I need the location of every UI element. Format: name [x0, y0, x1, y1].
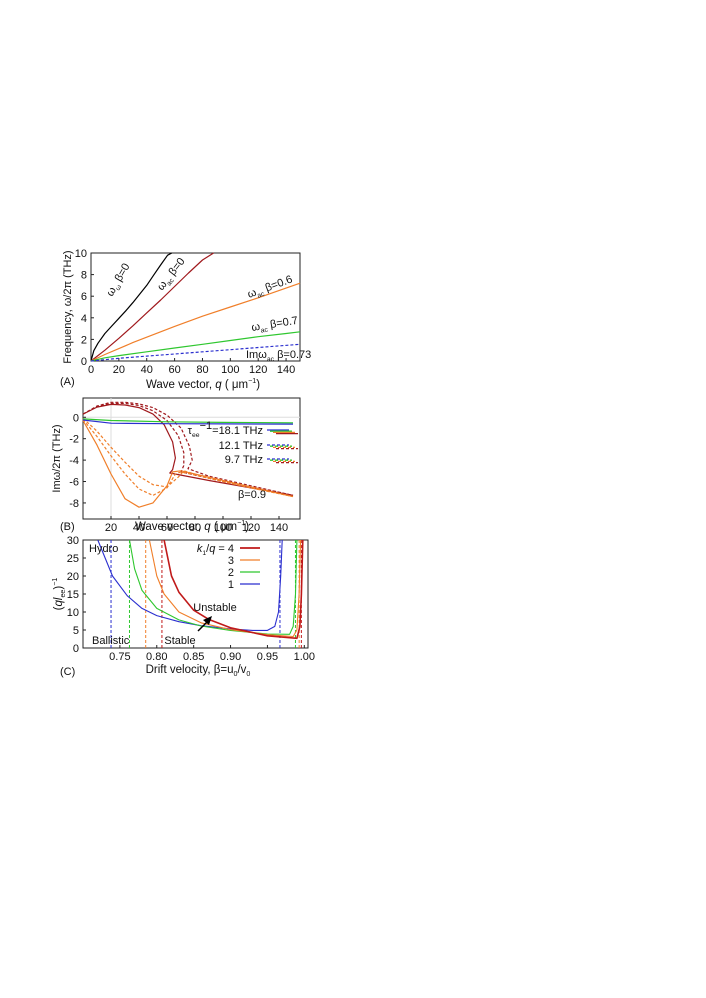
x-tick-label: 0.75: [109, 651, 130, 663]
legend-label: 3: [228, 555, 234, 567]
panel-b-frame: [82, 397, 301, 520]
y-tick-label: 0: [73, 643, 79, 655]
y-tick-label: -8: [69, 498, 79, 510]
x-tick-label: 40: [133, 522, 145, 534]
series-line-0: [82, 403, 294, 496]
series-line-4: [90, 343, 301, 362]
curve-label: ωω β=0: [104, 261, 134, 299]
y-tick-label: 0: [81, 356, 87, 368]
series-line-3: [148, 540, 302, 638]
x-tick-label: 1.00: [294, 651, 315, 663]
x-axis-label: Drift velocity, β=u0/v0: [146, 664, 251, 678]
series-line-7: [82, 419, 294, 425]
series-line-2: [90, 282, 301, 362]
series-line-4: [82, 419, 294, 498]
y-axis-label: (qlee)−1: [51, 578, 67, 611]
series-line-5: [82, 417, 294, 498]
x-tick-label: 100: [214, 522, 232, 534]
series-line-1: [90, 252, 214, 362]
x-tick-label: 0: [88, 364, 94, 376]
legend-label: 1: [228, 579, 234, 591]
series-line-4: [163, 540, 304, 640]
series-line-1: [97, 540, 283, 631]
legend-label: 9.7 THz: [225, 454, 263, 466]
x-tick-label: 0.85: [183, 651, 204, 663]
y-tick-label: 10: [67, 607, 79, 619]
arrow-head: [203, 616, 212, 625]
legend-label: 2: [228, 567, 234, 579]
hydro-label: Hydro: [89, 543, 118, 555]
y-axis-label: Imω/2π (THz): [51, 424, 63, 492]
y-tick-label: -2: [69, 434, 79, 446]
legend-label: τee−1=18.1 THz: [188, 420, 263, 439]
curve-label: Imωac β=0.73: [246, 349, 311, 363]
y-tick-label: 15: [67, 589, 79, 601]
series-line-3: [82, 420, 294, 508]
x-tick-label: 100: [221, 364, 239, 376]
x-tick-label: 120: [249, 364, 267, 376]
y-tick-label: 4: [81, 313, 87, 325]
y-tick-label: 0: [73, 412, 79, 424]
x-tick-label: 0.90: [220, 651, 241, 663]
panel-c-frame: [82, 539, 309, 649]
x-tick-label: 0.80: [146, 651, 167, 663]
y-tick-label: 8: [81, 270, 87, 282]
ballistic-label: Ballistic: [92, 635, 130, 647]
y-tick-label: 30: [67, 535, 79, 547]
x-tick-label: 20: [105, 522, 117, 534]
x-tick-label: 140: [277, 364, 295, 376]
x-tick-label: 20: [113, 364, 125, 376]
beta-annotation: β=0.9: [238, 489, 266, 501]
x-tick-label: 80: [196, 364, 208, 376]
y-tick-label: 10: [75, 248, 87, 260]
series-line-2: [128, 540, 298, 635]
x-tick-label: 120: [242, 522, 260, 534]
y-tick-label: 5: [73, 625, 79, 637]
panel-label: (C): [60, 666, 75, 678]
series-line-0: [90, 252, 173, 362]
curve-label: ωac β=0.7: [251, 315, 300, 336]
y-tick-label: -6: [69, 477, 79, 489]
unstable-label: Unstable: [193, 602, 236, 614]
y-tick-label: 6: [81, 291, 87, 303]
x-axis-label: Wave vector, q ( μm−1): [135, 519, 249, 533]
panel-label: (B): [60, 521, 75, 533]
panel-a-frame: [90, 252, 301, 362]
series-line-2: [82, 401, 294, 496]
y-tick-label: 20: [67, 571, 79, 583]
legend-label: 12.1 THz: [219, 440, 263, 452]
series-line-6: [82, 418, 294, 424]
stable-label: Stable: [164, 635, 195, 647]
panel-b: 20 40 60 80 100 120 140 0 -2 -4 -6 -8 τee−1=18.1 THz…: [51, 397, 301, 534]
series-group: [97, 540, 304, 640]
y-tick-label: 25: [67, 553, 79, 565]
x-tick-label: 40: [141, 364, 153, 376]
x-tick-label: 0.95: [257, 651, 278, 663]
legend-title: k1/q = 4: [197, 543, 234, 557]
panel-c: 0.75 0.80 0.85 0.90 0.95 1.00 0 5 10 15 20 25 30 k1/q…: [51, 535, 315, 678]
panel-a: 0 20 40 60 80 100 120 140 0 2 4 6 8 10 Wave vector, q …: [60, 248, 311, 391]
x-tick-label: 60: [161, 522, 173, 534]
series-line-3: [90, 331, 301, 362]
y-tick-label: -4: [69, 455, 79, 467]
y-tick-label: 2: [81, 334, 87, 346]
x-axis-label: Wave vector, q ( μm−1): [146, 377, 260, 391]
x-tick-label: 80: [189, 522, 201, 534]
x-tick-label: 60: [168, 364, 180, 376]
x-tick-label: 140: [270, 522, 288, 534]
y-axis-label: Frequency, ω/2π (THz): [62, 250, 74, 363]
panel-label: (A): [60, 376, 75, 388]
